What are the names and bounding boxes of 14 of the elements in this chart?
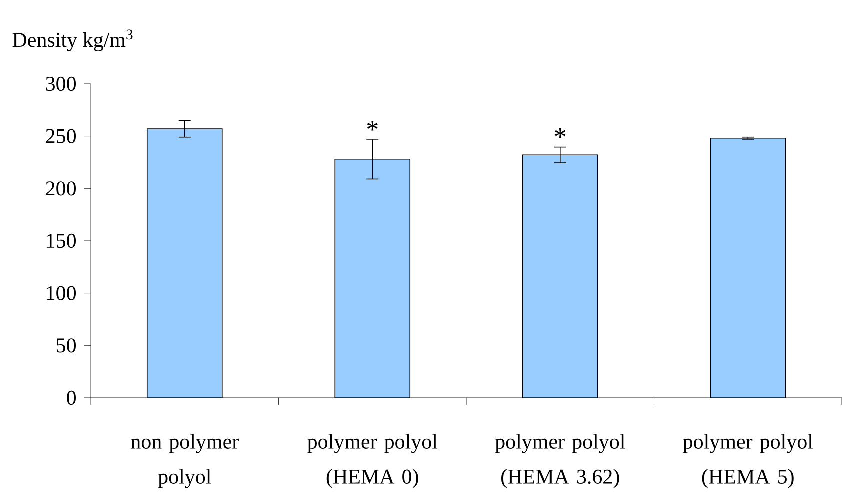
x-tick-label: polymer polyol (HEMA 3.62) [495,434,626,488]
y-tick-label: 250 [46,129,76,144]
y-tick-label: 150 [47,234,76,248]
annotation: * [555,128,566,138]
y-tick-label: 200 [46,182,76,196]
y-axis-title: Density kg/m$^{3}$ [12,30,133,52]
y-tick-label: 100 [47,286,76,300]
y-tick-label: 50 [57,338,76,353]
y-tick-label: 0 [67,390,76,406]
y-tick-label: 300 [46,76,76,92]
x-tick-label: non polymer polyol [131,434,239,488]
x-tick-label: polymer polyol (HEMA 5) [683,434,814,488]
x-tick-label: polymer polyol (HEMA 0) [308,434,438,488]
annotation: * [367,121,378,131]
